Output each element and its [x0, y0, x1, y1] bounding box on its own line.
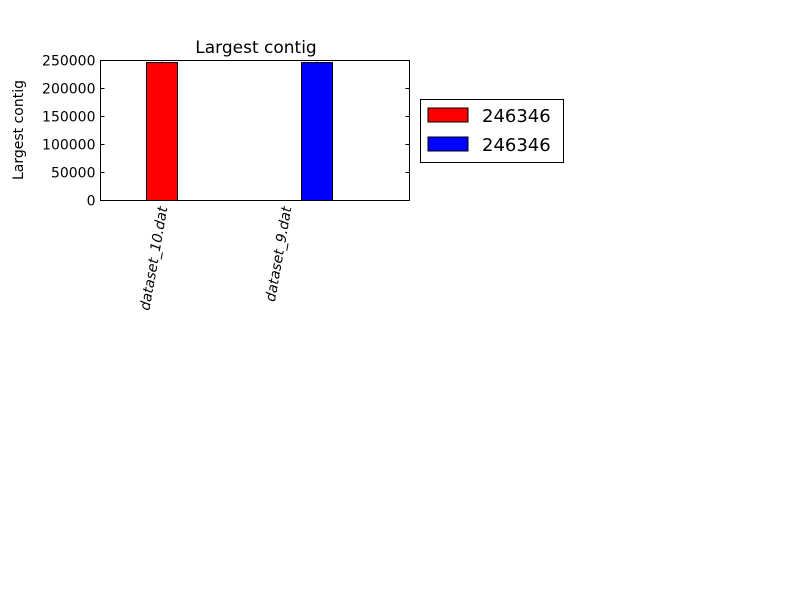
legend-swatch-blue: [427, 136, 469, 152]
legend-label-blue: 246346: [482, 135, 551, 156]
y-tick-label: 200000: [42, 82, 95, 98]
y-tick-label: 50000: [51, 166, 96, 182]
y-tick-label: 250000: [42, 54, 95, 70]
legend-swatch-red: [427, 107, 469, 123]
x-tick-label: dataset_10.dat: [137, 205, 171, 312]
bar-red-dataset_10.dat: [146, 62, 178, 202]
bars-group: [146, 61, 333, 202]
x-tick-label: dataset_9.dat: [263, 205, 296, 303]
y-tick-label: 0: [87, 194, 96, 210]
y-tick-label: 150000: [42, 110, 95, 126]
y-ticks-group: 0 50000 100000 150000 200000 250000: [42, 54, 410, 210]
legend: 246346 246346: [420, 99, 564, 163]
legend-label-red: 246346: [482, 106, 551, 127]
bar-blue-dataset_9.dat: [301, 62, 333, 202]
chart-title: Largest contig: [195, 38, 316, 58]
y-axis-label: Largest contig: [11, 80, 27, 180]
plot-frame: [100, 60, 410, 201]
y-tick-label: 100000: [42, 138, 95, 154]
x-ticks-group: dataset_10.dat dataset_9.dat: [137, 205, 295, 312]
